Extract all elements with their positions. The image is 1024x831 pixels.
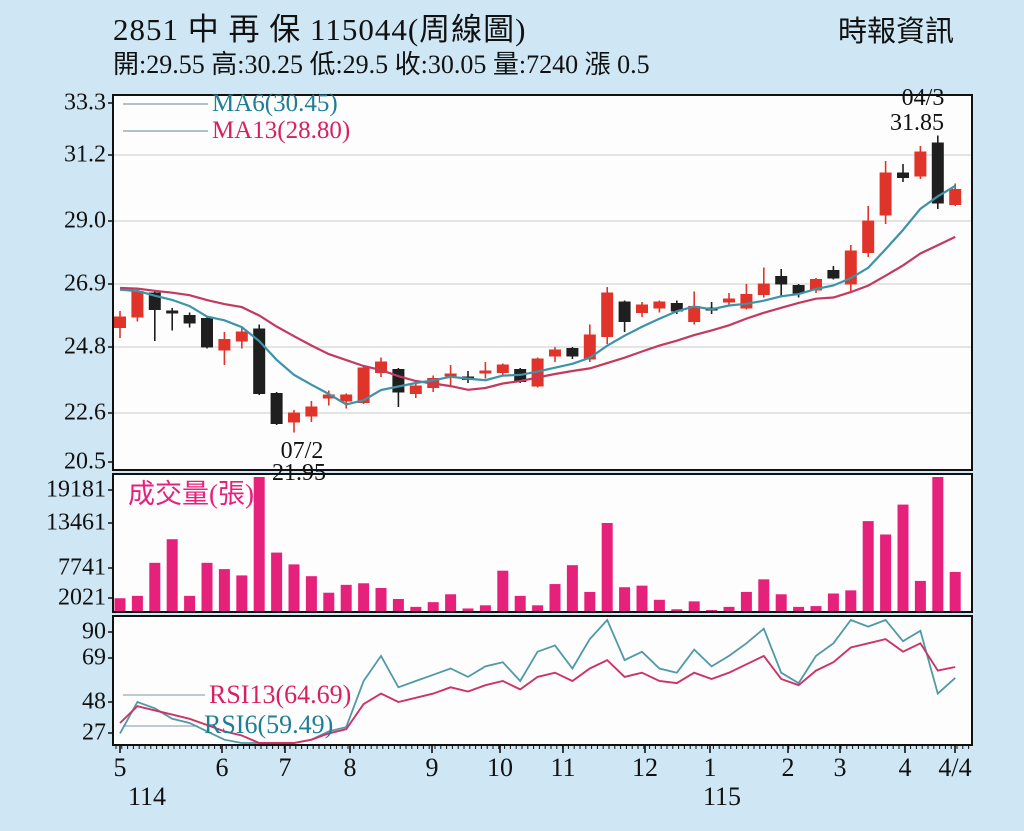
annotation-low-date: 07/2 xyxy=(280,438,324,464)
chart-title: 2851 中 再 保 115044(周線圖) xyxy=(113,12,527,47)
month-tick-label: 1 xyxy=(703,753,717,782)
annotation-high-date: 04/3 xyxy=(901,85,945,111)
volume-ytick-label: 13461 xyxy=(46,509,106,536)
price-ytick-label: 20.5 xyxy=(64,448,106,475)
month-tick-label: 4 xyxy=(898,753,912,782)
volume-ytick-label: 2021 xyxy=(58,584,106,611)
rsi-ytick-label: 27 xyxy=(82,719,106,746)
price-ytick-label: 33.3 xyxy=(64,89,106,116)
month-tick-label: 4/4 xyxy=(938,753,972,782)
month-tick-label: 10 xyxy=(487,753,513,782)
month-tick-label: 11 xyxy=(550,753,576,782)
rsi-ytick-label: 90 xyxy=(82,618,106,645)
price-ytick-label: 22.6 xyxy=(64,399,106,426)
month-tick-label: 6 xyxy=(215,753,229,782)
source-label: 時報資訊 xyxy=(838,16,955,48)
volume-ytick-label: 19181 xyxy=(46,476,106,503)
ma13-legend-label: MA13(28.80) xyxy=(212,117,351,144)
price-ytick-label: 29.0 xyxy=(64,207,106,234)
year-label-114: 114 xyxy=(127,782,167,811)
month-tick-label: 9 xyxy=(425,753,439,782)
month-tick-label: 8 xyxy=(343,753,357,782)
price-ytick-label: 26.9 xyxy=(64,270,106,297)
rsi-ytick-label: 69 xyxy=(82,644,106,671)
volume-panel-title: 成交量(張) xyxy=(128,479,254,509)
ma6-legend-label: MA6(30.45) xyxy=(212,90,338,117)
month-tick-label: 5 xyxy=(113,753,127,782)
rsi6-legend-label: RSI6(59.49) xyxy=(204,710,334,739)
quote-line: 開:29.55 高:30.25 低:29.5 收:30.05 量:7240 漲 … xyxy=(113,50,650,79)
rsi-ytick-label: 48 xyxy=(82,688,106,715)
annotation-high-price: 31.85 xyxy=(890,110,944,136)
price-ytick-label: 24.8 xyxy=(64,333,106,360)
month-tick-label: 7 xyxy=(278,753,292,782)
annotation-low-price: 21.95 xyxy=(272,460,326,486)
year-label-115: 115 xyxy=(702,782,742,811)
month-tick-label: 12 xyxy=(632,753,658,782)
month-tick-label: 2 xyxy=(781,753,795,782)
rsi13-legend-label: RSI13(64.69) xyxy=(209,680,352,709)
volume-ytick-label: 7741 xyxy=(58,554,106,581)
month-tick-label: 3 xyxy=(833,753,847,782)
price-ytick-label: 31.2 xyxy=(64,141,106,168)
